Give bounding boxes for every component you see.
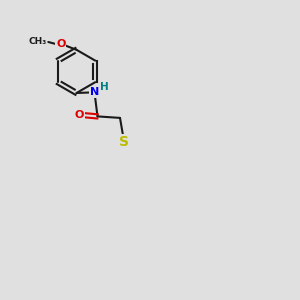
Text: O: O: [75, 110, 84, 120]
Text: CH₃: CH₃: [28, 37, 46, 46]
Text: O: O: [56, 39, 66, 50]
Text: S: S: [118, 135, 129, 149]
Text: N: N: [90, 87, 99, 98]
Text: H: H: [100, 82, 109, 92]
